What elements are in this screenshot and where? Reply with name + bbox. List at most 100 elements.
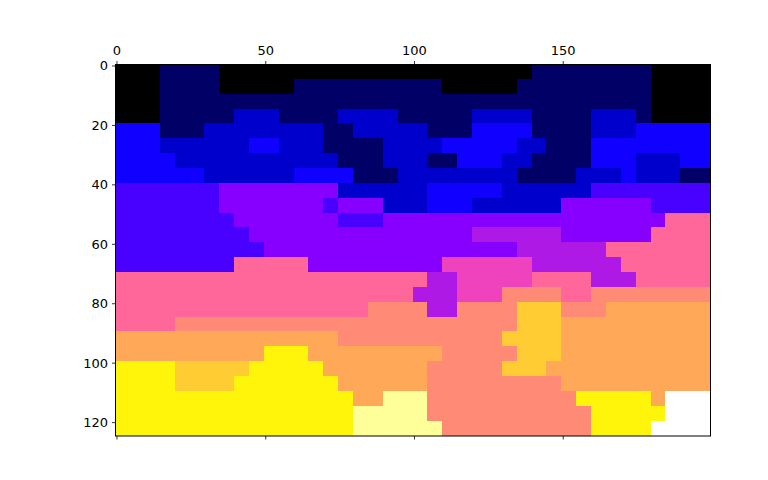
cell — [249, 406, 266, 423]
cell — [487, 302, 504, 319]
cell — [383, 183, 400, 200]
cell — [308, 391, 325, 408]
cell — [487, 65, 504, 81]
cell — [338, 138, 355, 155]
cell — [279, 138, 295, 155]
cell — [442, 376, 459, 393]
cell — [294, 183, 310, 200]
cell — [294, 153, 310, 170]
cell — [695, 109, 711, 125]
x-tick-bottom — [265, 436, 266, 440]
cell — [338, 346, 355, 363]
cell — [116, 257, 132, 274]
cell — [323, 227, 340, 244]
cell — [546, 242, 563, 259]
cell — [383, 331, 400, 348]
cell — [487, 227, 504, 244]
cell — [338, 242, 355, 259]
cell — [442, 242, 459, 259]
cell — [457, 376, 474, 393]
cell — [442, 331, 459, 348]
cell — [398, 183, 414, 200]
cell — [561, 65, 578, 81]
cell — [561, 153, 578, 170]
cell — [427, 138, 444, 155]
cell — [368, 257, 385, 274]
cell — [189, 213, 206, 229]
y-tick — [112, 125, 116, 126]
cell — [189, 123, 206, 140]
cell — [442, 213, 459, 229]
cell — [502, 65, 519, 81]
cell — [427, 109, 444, 125]
cell — [517, 183, 533, 200]
cell — [279, 242, 295, 259]
cell — [249, 421, 266, 436]
cell — [160, 213, 176, 229]
x-tick — [265, 61, 266, 65]
cell — [665, 242, 682, 259]
cell — [145, 346, 162, 363]
heatmap-cells — [116, 65, 711, 437]
cell — [353, 153, 370, 170]
cell — [665, 123, 682, 140]
cell — [561, 183, 578, 200]
cell — [651, 391, 667, 408]
cell — [665, 198, 682, 215]
cell — [116, 346, 132, 363]
cell — [130, 317, 147, 333]
cell — [413, 65, 429, 81]
cell — [219, 109, 236, 125]
cell — [442, 257, 459, 274]
cell — [606, 94, 623, 111]
cell — [175, 391, 191, 408]
cell — [338, 376, 355, 393]
cell — [680, 109, 697, 125]
cell — [606, 302, 623, 319]
cell — [264, 406, 281, 423]
cell — [442, 421, 459, 436]
cell — [561, 198, 578, 215]
cell — [442, 168, 459, 185]
cell — [502, 391, 519, 408]
cell — [665, 346, 682, 363]
cell — [502, 376, 519, 393]
page: {"chart_data": {"type": "heatmap", "colo… — [0, 0, 768, 480]
cell — [279, 94, 295, 111]
cell — [160, 242, 176, 259]
cell — [695, 153, 711, 170]
cell — [294, 242, 310, 259]
cell — [264, 153, 281, 170]
cell — [680, 331, 697, 348]
cell — [175, 65, 191, 81]
cell — [532, 213, 548, 229]
cell — [279, 302, 295, 319]
cell — [591, 227, 608, 244]
cell — [621, 94, 638, 111]
cell — [279, 391, 295, 408]
cell — [472, 406, 489, 423]
cell — [636, 242, 652, 259]
cell — [308, 123, 325, 140]
cell — [398, 287, 414, 304]
cell — [308, 153, 325, 170]
cell — [353, 406, 370, 423]
cell — [665, 65, 682, 81]
cell — [427, 391, 444, 408]
cell — [175, 406, 191, 423]
cell — [442, 391, 459, 408]
cell — [472, 227, 489, 244]
cell — [219, 183, 236, 200]
cell — [116, 287, 132, 304]
cell — [532, 391, 548, 408]
cell — [457, 361, 474, 378]
cell — [308, 376, 325, 393]
cell — [636, 272, 652, 289]
cell — [546, 272, 563, 289]
cell — [353, 213, 370, 229]
cell — [264, 302, 281, 319]
cell — [264, 317, 281, 333]
cell — [264, 79, 281, 96]
cell — [665, 153, 682, 170]
cell — [427, 65, 444, 81]
